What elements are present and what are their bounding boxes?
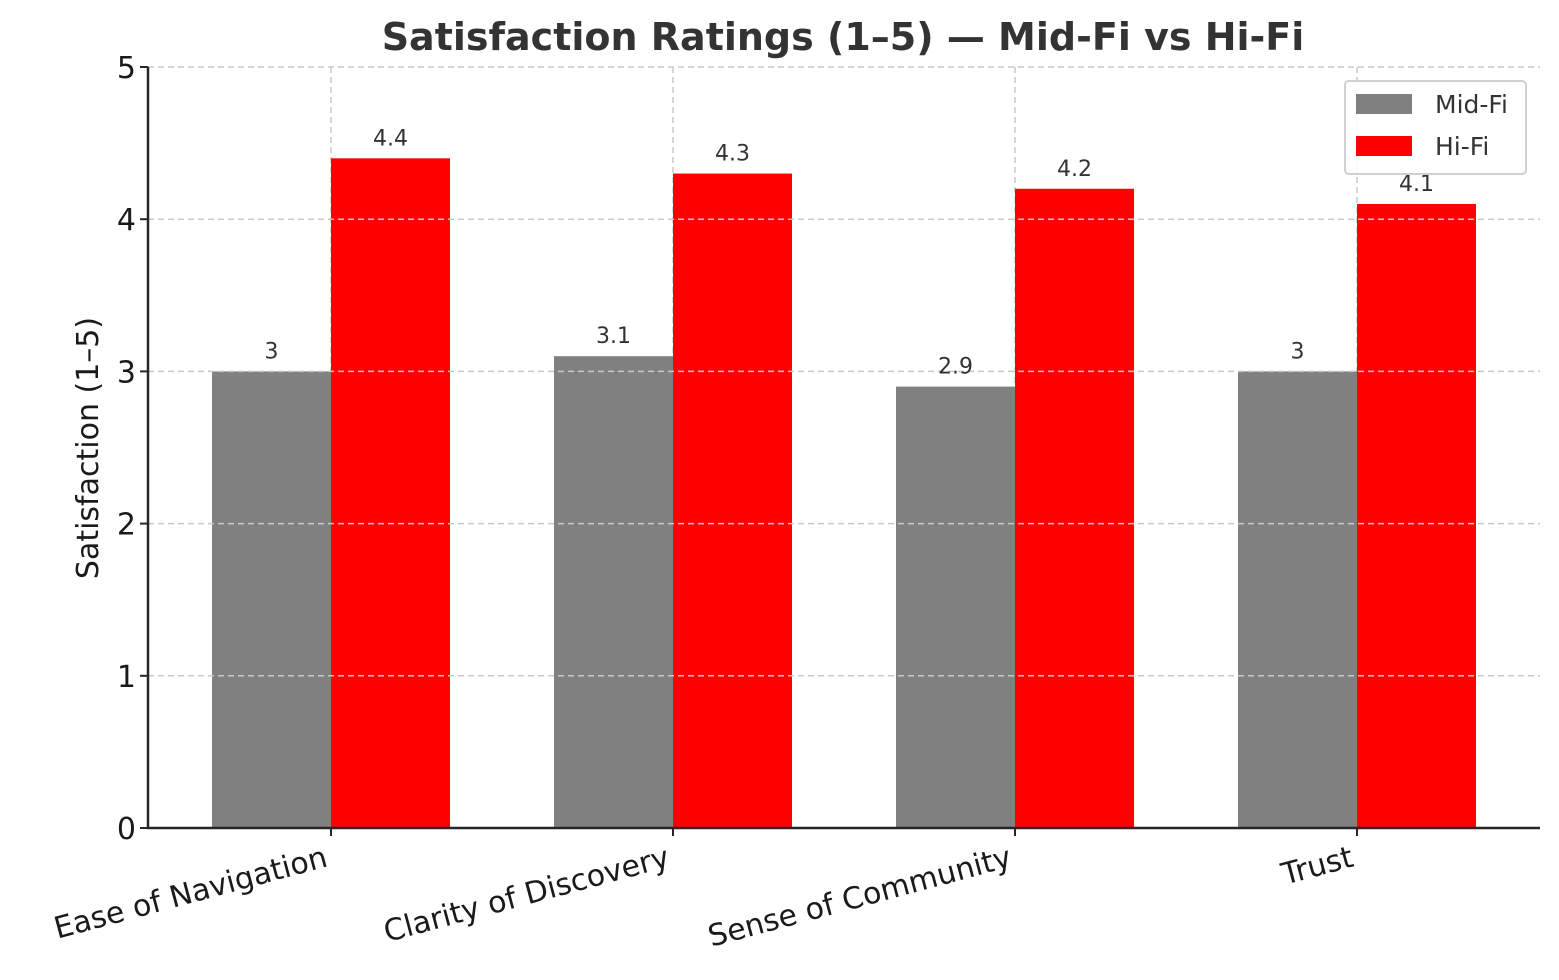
chart-title: Satisfaction Ratings (1–5) — Mid-Fi vs H… [382,15,1305,59]
data-label: 3 [1291,339,1305,364]
legend-swatch-hi-fi [1356,136,1412,156]
data-label: 4.2 [1057,157,1092,182]
data-label: 3.1 [596,324,631,349]
x-tick-label: Sense of Community [704,840,1015,955]
bar-hi-fi-1 [673,173,792,829]
bar-mid-fi-3 [1238,371,1357,828]
y-axis-label: Satisfaction (1–5) [71,317,106,579]
y-tick-label: 5 [117,51,136,86]
data-label: 4.4 [373,126,408,151]
y-tick-label: 3 [117,355,136,390]
bar-hi-fi-0 [331,158,450,828]
y-tick-label: 0 [117,812,136,847]
bar-mid-fi-1 [554,356,673,828]
legend: Mid-Fi Hi-Fi [1344,80,1527,175]
y-tick-label: 4 [117,203,136,238]
legend-label: Hi-Fi [1435,132,1489,161]
data-labels-layer: 3 3.1 2.9 3 4.4 4.3 4.2 4.1 [265,126,1435,379]
data-label: 2.9 [938,355,973,380]
bar-hi-fi-2 [1015,188,1134,828]
y-tick-label: 1 [117,660,136,695]
data-label: 3 [265,339,279,364]
bar-mid-fi-0 [212,371,331,828]
x-tick-label: Ease of Navigation [50,840,331,947]
data-label: 4.1 [1399,172,1434,197]
legend-label: Mid-Fi [1435,90,1508,119]
horizontal-grid-layer [148,66,1540,677]
x-tick-label: Trust [1277,840,1357,893]
bars-layer [212,158,1476,829]
data-label: 4.3 [715,142,750,167]
legend-swatch-mid-fi [1356,94,1412,114]
bar-mid-fi-2 [896,386,1015,828]
x-tick-label: Clarity of Discovery [380,840,673,950]
bar-hi-fi-3 [1357,203,1476,829]
y-tick-label: 2 [117,508,136,543]
grid-layer [330,67,1358,828]
